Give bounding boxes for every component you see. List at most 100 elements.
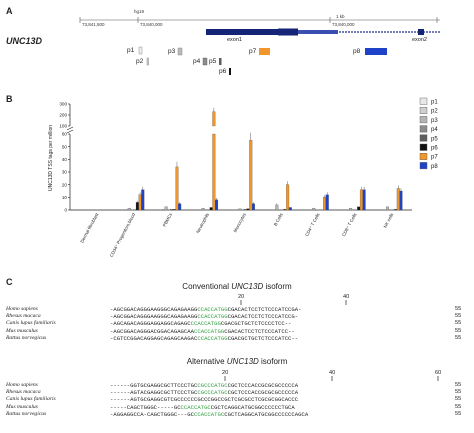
probe-label-p2: p2: [136, 58, 144, 65]
y-tick-label: 20: [62, 182, 68, 187]
sequence-length: 55: [455, 306, 462, 312]
legend-swatch-p8: [419, 162, 428, 170]
probe-p4: [202, 57, 208, 66]
legend-label-p3: p3: [431, 118, 438, 124]
sequence-length: 55: [455, 327, 462, 334]
sequence-row: -----CAGCTGGGC-----GCCCACCATGCCGCTCAGGCA…: [110, 403, 295, 411]
species-name: Rattus norvegicus: [6, 410, 47, 417]
sequence-row: -CGTCCGGACAGGAGCAGAGCAAGACCCACCATGGCGACG…: [110, 334, 299, 342]
sequence-row: -AGCGGACAGGGAAGGGCAGAGAAGGCCACCATGGCGACA…: [110, 306, 302, 313]
gene-track: [79, 17, 440, 75]
probe-label-p1: p1: [127, 47, 135, 54]
sequence-length: 55: [455, 403, 462, 410]
legend-label-p2: p2: [431, 109, 438, 115]
category-label: CD34⁺ Progenitors,blood: [109, 212, 137, 258]
category-label: Monocytes: [232, 211, 247, 233]
y-tick-label: 40: [62, 157, 68, 162]
sequence-length: 55: [455, 410, 462, 417]
legend-label-p8: p8: [431, 164, 438, 170]
coord-right: 73,840,000: [332, 22, 355, 27]
sequence-length: 55: [455, 320, 462, 327]
species-name: Rhesus macaca: [6, 313, 41, 320]
sequence-row: -AGCAGACAGGGAGGAGGCAGAGCCCACCATGGCGACGCT…: [110, 320, 292, 328]
ruler2-20: 20: [222, 370, 229, 376]
scale-label: 1 kb: [336, 14, 345, 19]
bar-p7: [212, 133, 216, 211]
y-tick-label: 100: [59, 124, 67, 129]
probe-label-p7: p7: [249, 48, 257, 55]
legend-swatch-p3: [419, 116, 428, 124]
legend-swatch-p1: [419, 97, 428, 105]
bar-p8: [362, 189, 366, 211]
bar-p5: [243, 209, 247, 211]
probe-p5: [219, 58, 222, 65]
bar-p6: [283, 209, 287, 211]
bar-p6: [246, 208, 250, 211]
y-tick-label: 30: [62, 170, 68, 175]
gene-name: UNC13D: [6, 36, 43, 46]
legend-label-p6: p6: [431, 146, 438, 152]
bar-p3: [164, 206, 168, 211]
bar-p8: [215, 199, 219, 211]
bar-p3: [127, 207, 131, 211]
species-name: Rhesus macaca: [6, 389, 41, 396]
sequence-row: ------AGTGCGAGGCGTCGCCCCCCGCCCGGCCGCTCGC…: [110, 396, 299, 404]
conventional-isoform-title: Conventional UNC13D isoform: [182, 282, 292, 291]
tss-bar-chart: 0 10 20 30 40 50 60 100 200 300 UNC13D TSS tags pe…: [48, 97, 438, 258]
species-name: Homo sapiens: [6, 306, 38, 312]
sequence-length: 55: [455, 382, 462, 388]
bar-p3: [275, 204, 279, 211]
bar-p3: [349, 207, 353, 211]
probe-p6: [229, 68, 231, 75]
bar-p6: [209, 207, 213, 211]
bar-p7: [138, 194, 142, 211]
sequence-row: -AGCGGACAGGGAAGGGCAGAGAAGGCCACCATGGCGACA…: [110, 313, 299, 321]
sequence-row: -AGGAGGCCA-CAGCTGGGC---GCCCACCATGCCGCTCA…: [110, 410, 309, 418]
legend-label-p7: p7: [431, 155, 438, 161]
y-axis-label: UNC13D TSS tags per million: [48, 125, 54, 191]
bar-p8: [325, 194, 329, 211]
chart-bars: [125, 107, 403, 211]
bar-p6: [357, 206, 361, 211]
bar-p8: [178, 203, 182, 211]
lengths-2: 55 55 55 55 55: [455, 382, 461, 418]
bar-p7: [323, 197, 327, 211]
bar-p8: [288, 207, 292, 211]
y-tick-label: 200: [59, 113, 67, 118]
species-name: Homo sapiens: [6, 382, 38, 388]
sequence-length: 55: [455, 396, 462, 403]
probe-label-p3: p3: [168, 48, 176, 55]
bar-p6: [394, 209, 398, 211]
bar-p8: [399, 190, 403, 211]
ruler2-40: 40: [329, 370, 336, 376]
category-labels: Dermal fibroblast CD34⁺ Progenitors,blood…: [79, 211, 394, 257]
coord-mid: 73,840,000: [140, 22, 163, 27]
bar-p6: [172, 209, 176, 211]
bar-p2: [383, 209, 387, 211]
species-name: Mus musculus: [6, 403, 38, 410]
bar-p7: [249, 140, 253, 211]
legend-swatch-p2: [419, 106, 428, 114]
sequence-length: 55: [455, 313, 462, 320]
y-tick-label: 10: [62, 195, 68, 200]
category-label: Neutrophils: [195, 211, 210, 234]
category-label: B Cells: [273, 211, 284, 226]
probe-label-p8: p8: [353, 48, 361, 55]
legend-swatch-p5: [419, 134, 428, 142]
category-label: Dermal fibroblast: [79, 211, 99, 243]
panel-label-b: B: [6, 94, 13, 104]
y-tick-label: 50: [62, 144, 68, 149]
bar-p8: [141, 189, 145, 211]
sequence-row: ------GGTGCGAGGCGCTTCCCTGCCGCCCATGCCGCTC…: [110, 382, 299, 389]
probe-p1: [138, 46, 143, 55]
exon2-label: exon2: [412, 37, 427, 43]
alternative-isoform-title: Alternative UNC13D isoform: [186, 357, 288, 366]
legend-label-p1: p1: [431, 100, 438, 106]
bar-p5: [170, 209, 174, 211]
legend-label-p5: p5: [431, 136, 438, 142]
ruler2-60: 60: [435, 370, 442, 376]
species-name: Rattus norvegicus: [6, 334, 47, 341]
probe-label-p5: p5: [209, 58, 217, 65]
species-name: Canis lupus familiaris: [6, 396, 56, 403]
category-label: CD8⁺ T Cells: [341, 211, 358, 237]
